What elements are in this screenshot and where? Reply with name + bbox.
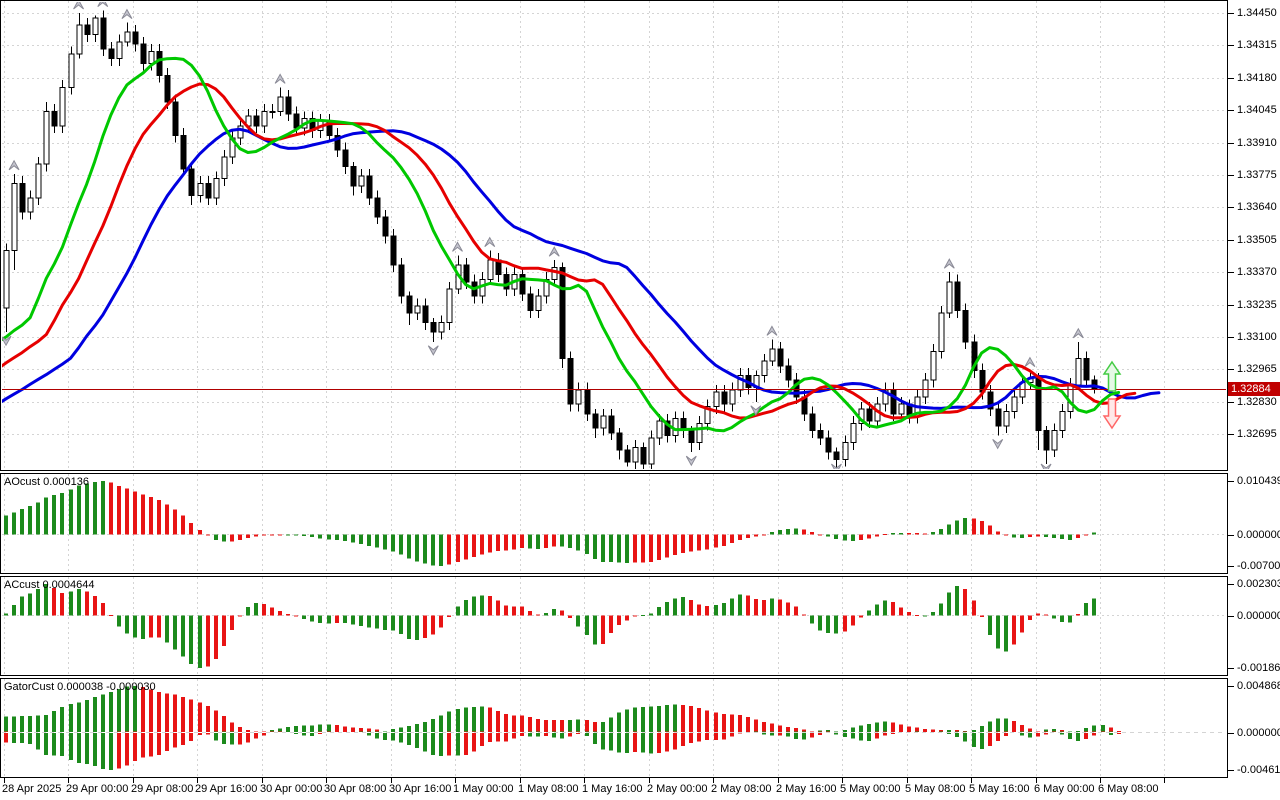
indicator-axis-label: 0.010439 [1237, 475, 1280, 487]
ac-pane-title: ACcust 0.0004644 [4, 579, 95, 591]
time-axis-label: 2 May 16:00 [776, 783, 837, 795]
price-axis-label: 1.33910 [1237, 137, 1277, 149]
price-axis-label: 1.33640 [1237, 201, 1277, 213]
price-axis-label: 1.34450 [1237, 7, 1277, 19]
time-axis-label: 2 May 08:00 [711, 783, 772, 795]
price-axis-label: 1.34315 [1237, 39, 1277, 51]
current-price-badge: 1.32884 [1228, 382, 1280, 396]
time-axis[interactable] [0, 778, 1280, 800]
indicator-axis-label: 0.0023036 [1237, 578, 1280, 590]
indicator-axis-label: 0.000000 [1237, 529, 1280, 541]
time-axis-label: 30 Apr 08:00 [324, 783, 387, 795]
price-axis-label: 1.33775 [1237, 169, 1277, 181]
time-axis-label: 30 Apr 00:00 [260, 783, 323, 795]
price-axis-label: 1.34045 [1237, 104, 1277, 116]
time-axis-label: 5 May 16:00 [969, 783, 1030, 795]
price-axis-label: 1.32830 [1237, 396, 1277, 408]
price-axis-label: 1.34180 [1237, 72, 1277, 84]
indicator-axis-label: 0.004868 [1237, 680, 1280, 692]
price-axis-label: 1.32965 [1237, 363, 1277, 375]
time-axis-label: 1 May 16:00 [582, 783, 643, 795]
price-axis-label: 1.32695 [1237, 428, 1277, 440]
gator-indicator-pane[interactable] [0, 678, 1228, 778]
indicator-axis-label: -0.004613 [1237, 764, 1280, 776]
time-axis-label: 6 May 00:00 [1034, 783, 1095, 795]
time-axis-label: 2 May 00:00 [647, 783, 708, 795]
indicator-axis-label: 0.000000 [1237, 727, 1280, 739]
ao-pane-title: AOcust 0.000136 [4, 476, 90, 488]
main-chart-pane[interactable] [0, 0, 1228, 471]
time-axis-label: 28 Apr 2025 [2, 783, 62, 795]
price-axis-label: 1.33235 [1237, 299, 1277, 311]
time-axis-label: 30 Apr 16:00 [389, 783, 452, 795]
time-axis-label: 6 May 08:00 [1098, 783, 1159, 795]
time-axis-label: 5 May 08:00 [905, 783, 966, 795]
price-axis-label: 1.33100 [1237, 331, 1277, 343]
time-axis-label: 29 Apr 16:00 [195, 783, 258, 795]
price-axis-label: 1.33505 [1237, 234, 1277, 246]
price-axis-label: 1.33370 [1237, 266, 1277, 278]
indicator-axis-label: 0.0000000 [1237, 610, 1280, 622]
time-axis-label: 5 May 00:00 [840, 783, 901, 795]
time-axis-label: 29 Apr 08:00 [131, 783, 194, 795]
ac-indicator-pane[interactable] [0, 576, 1228, 676]
time-axis-label: 1 May 08:00 [518, 783, 579, 795]
time-axis-label: 29 Apr 00:00 [66, 783, 129, 795]
ao-indicator-pane[interactable] [0, 473, 1228, 574]
gator-pane-title: GatorCust 0.000038 -0.000030 [4, 681, 156, 693]
time-axis-label: 1 May 00:00 [453, 783, 514, 795]
indicator-axis-label: -0.0018647 [1237, 662, 1280, 674]
